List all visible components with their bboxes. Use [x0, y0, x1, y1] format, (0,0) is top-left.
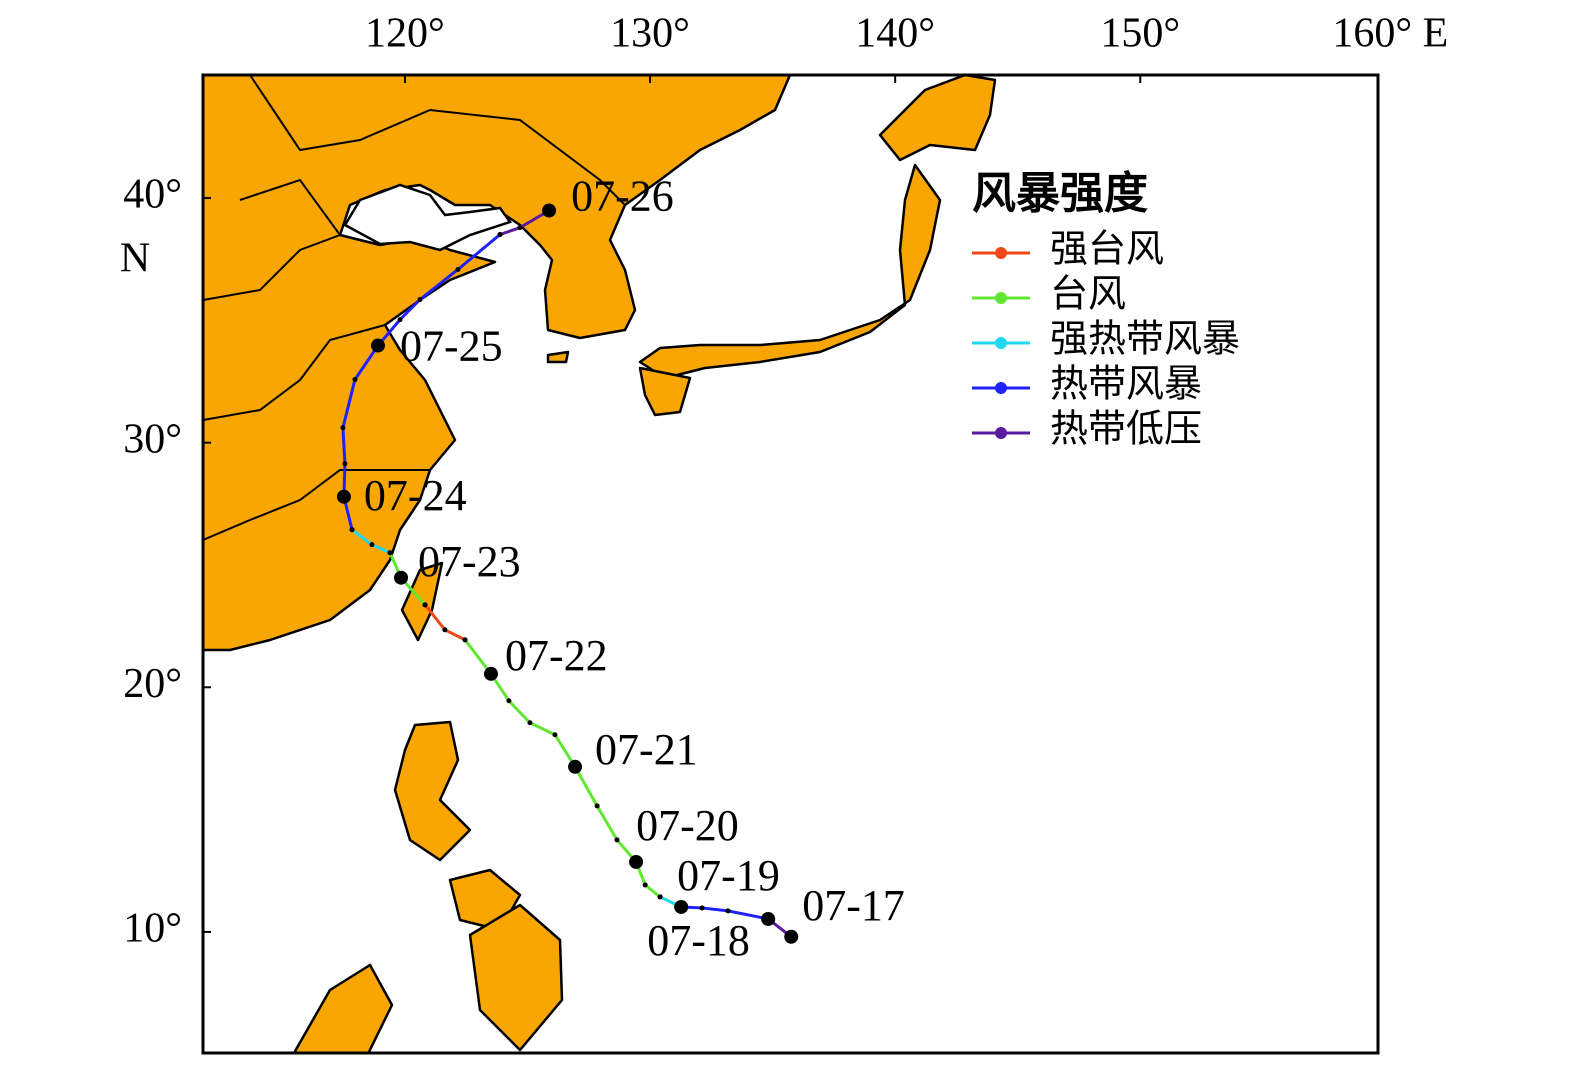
day-label: 07-23 — [418, 537, 521, 586]
legend-label: 热带风暴 — [1050, 364, 1202, 406]
border — [203, 469, 430, 541]
day-label: 07-21 — [595, 725, 698, 774]
honshu — [638, 163, 942, 380]
track-point — [657, 894, 663, 900]
track-point — [417, 297, 423, 303]
day-mark — [371, 338, 385, 353]
y-tick-label: 40° — [123, 172, 182, 218]
jeju — [546, 350, 570, 364]
track-point — [552, 732, 558, 738]
x-tick-label: 140° — [855, 11, 935, 57]
y-tick-label: 10° — [123, 906, 182, 952]
y-tick-label: 30° — [123, 416, 182, 462]
track-line — [423, 603, 466, 642]
day-mark — [629, 854, 644, 869]
track-point — [397, 317, 403, 323]
track-line — [351, 528, 682, 909]
borneo — [292, 963, 394, 1053]
track-point — [369, 542, 375, 548]
legend-marker — [995, 427, 1007, 439]
legend-marker — [995, 292, 1007, 304]
legend-title: 风暴强度 — [972, 169, 1148, 218]
day-mark — [761, 911, 776, 926]
track-point — [699, 905, 705, 911]
legend-label: 台风 — [1050, 274, 1126, 316]
border — [239, 178, 341, 236]
track-point — [497, 231, 503, 237]
basemap — [203, 75, 997, 1053]
day-label: 07-18 — [647, 916, 750, 965]
y-unit: N — [120, 236, 150, 282]
day-label: 07-25 — [400, 322, 503, 371]
day-mark — [674, 899, 689, 914]
day-mark — [784, 929, 799, 944]
track-point — [725, 908, 731, 914]
legend-label: 热带低压 — [1050, 409, 1202, 451]
hokkaido — [878, 75, 997, 162]
mindanao — [468, 903, 564, 1052]
track-point — [517, 225, 523, 231]
legend-marker — [995, 382, 1007, 394]
kyushu — [638, 366, 692, 417]
x-tick-label: 120° — [365, 11, 445, 57]
day-label: 07-20 — [636, 801, 739, 850]
track-point — [594, 803, 600, 809]
track-point — [642, 882, 648, 888]
day-mark — [394, 570, 409, 585]
track-point — [455, 266, 461, 272]
track-point — [422, 602, 428, 608]
day-label: 07-24 — [364, 471, 467, 520]
track-point — [442, 627, 448, 633]
track-point — [462, 637, 468, 643]
x-tick-label: 160° E — [1332, 11, 1448, 57]
x-tick-label: 130° — [610, 11, 690, 57]
track-point — [340, 425, 346, 431]
x-tick-label: 150° — [1100, 11, 1180, 57]
track-point — [506, 698, 512, 704]
borders — [203, 234, 341, 301]
legend-label: 强热带风暴 — [1050, 319, 1240, 361]
mainland — [203, 75, 792, 652]
day-mark — [483, 666, 498, 681]
track-point — [614, 837, 620, 843]
border — [203, 324, 386, 421]
y-tick-label: 20° — [123, 661, 182, 707]
day-label: 07-19 — [677, 851, 780, 900]
legend-label: 强台风 — [1050, 229, 1164, 271]
day-label: 07-22 — [505, 631, 608, 680]
day-label: 07-17 — [802, 881, 905, 930]
track-point — [527, 720, 533, 726]
track-point — [352, 377, 358, 383]
legend-marker — [995, 337, 1007, 349]
day-mark — [336, 489, 351, 504]
frame — [201, 73, 1380, 1055]
luzon — [393, 720, 472, 862]
day-mark — [568, 759, 583, 774]
bohai — [343, 183, 513, 252]
track-point — [349, 527, 355, 533]
day-mark — [542, 203, 557, 218]
track-point — [342, 461, 348, 467]
track-point — [387, 550, 393, 556]
border — [249, 75, 626, 206]
track-line — [341, 233, 769, 921]
day-label: 07-26 — [571, 172, 674, 221]
legend-marker — [995, 247, 1007, 259]
